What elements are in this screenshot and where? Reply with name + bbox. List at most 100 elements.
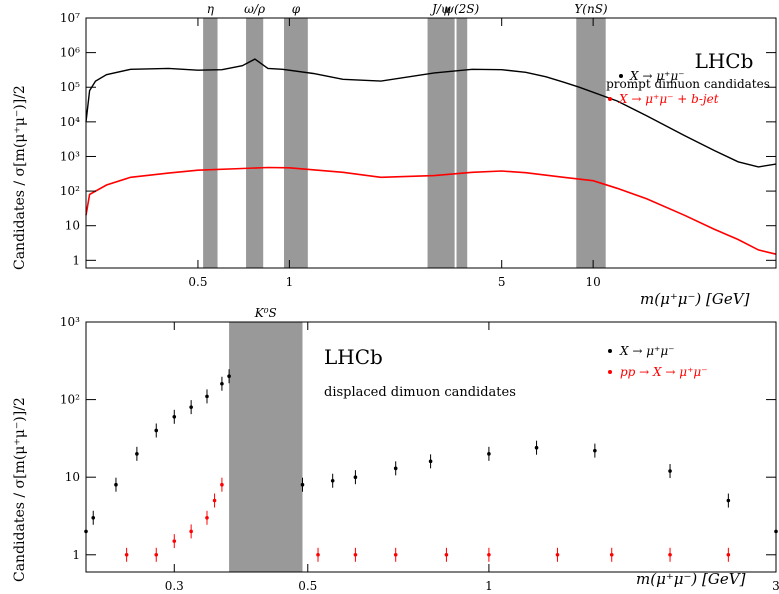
series-line-0 [85,58,777,168]
veto-label-1: ω/ρ [244,2,265,16]
bottom-legend-series-1: pp → X → μ⁺μ⁻ [620,365,708,379]
series-line-1 [85,166,777,255]
data-point-1-13 [609,547,614,562]
legend-marker-red [608,97,612,101]
point-marker [227,374,231,379]
top-legend-series-1: X → μ⁺μ⁻ + b-jet [618,92,719,106]
y-tick-label-2: 10² [60,184,80,198]
veto-band-3 [427,18,455,268]
bottom-legend-series-0: X → μ⁺μ⁻ [619,344,675,358]
x-tick-label-2: 1 [485,579,493,590]
point-marker [172,415,177,419]
y-tick-label-2: 10² [60,393,80,407]
top-series [85,58,777,255]
data-point-0-3 [135,446,139,461]
x-tick-label-0: 0.5 [188,275,207,289]
point-marker [444,552,449,557]
y-tick-label-6: 10⁶ [60,46,80,60]
y-tick-label-3: 10³ [60,149,80,163]
bottom-panel: K⁰S 0.3 0.5 1 3 1 10 10² 10³ LHCb displaced di… [12,306,779,593]
top-ylabel: Candidates / σ[m(μ⁺μ⁻)]/2 [12,85,28,270]
point-marker [726,498,731,503]
bottom-y-ticks: 1 10 10² 10³ [60,315,776,562]
data-point-1-14 [668,547,672,562]
top-subheader: prompt dimuon candidates [606,77,770,91]
x-tick-label-0: 0.3 [165,579,184,590]
data-point-1-15 [726,547,731,562]
data-point-0-1 [91,510,96,525]
data-point-0-18 [668,464,672,479]
bottom-legend: X → μ⁺μ⁻ pp → X → μ⁺μ⁻ [608,344,708,379]
bottom-ylabel: Candidates / σ[m(μ⁺μ⁻)]/2 [12,397,28,582]
point-marker [593,448,597,453]
data-point-0-10 [300,477,305,492]
top-y-ticks: 1 10 10² 10³ 10⁴ 10⁵ 10⁶ 10⁷ [60,11,776,267]
data-point-0-13 [393,461,398,476]
x-tick-label-2: 5 [498,275,506,289]
point-marker [154,428,159,433]
x-tick-label-1: 1 [286,275,294,289]
data-point-0-4 [154,423,159,438]
point-marker [487,552,491,557]
x-tick-label-3: 10 [585,275,600,289]
point-marker [428,459,433,464]
x-tick-label-3: 3 [772,579,779,590]
data-point-1-6 [220,477,224,492]
point-marker [555,552,560,557]
legend-marker-black [619,74,623,78]
point-marker [124,552,129,557]
data-point-1-3 [189,524,193,539]
x-tick-label-1: 0.5 [298,579,317,590]
top-xlabel: m(μ⁺μ⁻) [GeV] [640,290,750,308]
veto-band-5 [576,18,606,268]
veto-label-5: Υ(nS) [574,2,608,16]
data-point-0-11 [330,473,335,488]
y-tick-label-4: 10⁴ [60,115,80,129]
data-point-1-0 [124,547,129,562]
point-marker [353,552,358,557]
bottom-vetoed-regions: K⁰S [229,306,303,572]
point-marker [212,498,217,503]
point-marker [534,445,539,450]
data-point-0-12 [353,470,358,485]
bottom-subheader: displaced dimuon candidates [324,385,516,400]
data-point-1-7 [316,547,320,562]
point-marker [300,482,305,487]
bottom-header: LHCb [324,345,383,369]
point-marker [609,552,614,557]
point-marker [205,394,209,399]
y-tick-label-1: 10 [65,219,80,233]
point-marker [393,466,398,471]
point-marker [114,482,118,487]
veto-label-2: φ [292,2,301,16]
data-point-1-2 [172,534,177,549]
data-point-0-5 [172,409,177,424]
point-marker [189,529,193,534]
top-legend-series-0: X → μ⁺μ⁻ [629,69,685,83]
point-marker [316,552,320,557]
point-marker [487,452,491,456]
data-point-0-16 [534,440,539,455]
data-point-0-2 [114,477,118,492]
point-marker [726,552,731,557]
bottom-xlabel: m(μ⁺μ⁻) [GeV] [636,570,746,588]
top-panel: η ω/ρ φ J/ψψ(2S) Υ(nS) 0.5 1 5 10 11010²10³10⁴1… [12,2,777,308]
y-tick-label-7: 10⁷ [60,11,80,25]
veto-band-1 [246,18,264,268]
point-marker [668,552,672,557]
bottom-plot-frame [85,321,777,573]
data-point-0-8 [220,376,224,391]
veto-band-4 [456,18,468,268]
veto-label-3: J/ψ [429,2,451,16]
data-point-1-1 [154,547,159,562]
data-point-1-10 [444,547,449,562]
data-point-0-6 [189,400,193,415]
point-marker [220,482,224,487]
data-point-1-4 [205,510,209,525]
legend-marker-black [608,349,612,353]
veto-band-0 [229,322,303,572]
y-tick-label-0: 1 [72,253,80,267]
point-marker [189,405,193,409]
point-marker [393,552,398,557]
point-marker [154,552,159,557]
